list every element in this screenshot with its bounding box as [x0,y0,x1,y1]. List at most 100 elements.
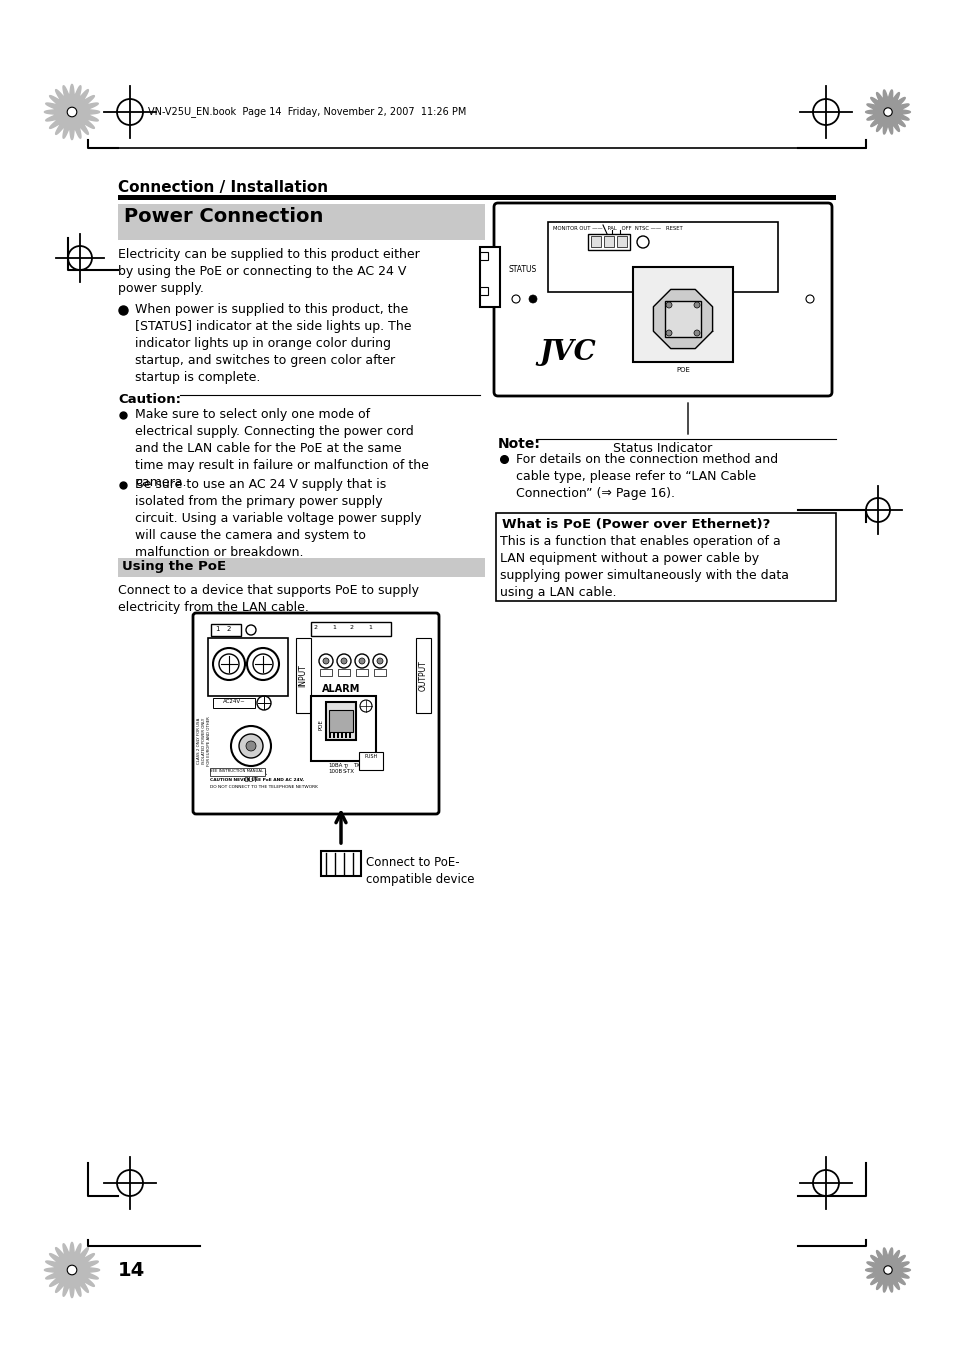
Text: STATUS: STATUS [508,265,537,274]
Bar [358,752,382,769]
Circle shape [805,296,813,302]
Bar [118,194,835,200]
Polygon shape [45,85,99,139]
Text: Power Connection: Power Connection [124,207,323,225]
Circle shape [693,302,700,308]
Text: 10BA: 10BA [328,763,342,768]
Text: Electricity can be supplied to this product either
by using the PoE or connectin: Electricity can be supplied to this prod… [118,248,419,296]
Polygon shape [864,1247,909,1292]
Bar [337,670,350,676]
Text: Connect to PoE-
compatible device: Connect to PoE- compatible device [366,856,474,886]
Text: INPUT: INPUT [298,664,307,687]
Text: What is PoE (Power over Ethernet)?: What is PoE (Power over Ethernet)? [501,518,770,531]
Bar [329,710,353,732]
Text: This is a function that enables operation of a
LAN equipment without a power cab: This is a function that enables operatio… [499,535,788,599]
Text: T/: T/ [343,763,348,768]
Bar [617,236,626,247]
Text: Status Indicator: Status Indicator [613,441,712,455]
Circle shape [355,653,369,668]
Text: 1: 1 [368,625,372,630]
Bar [295,639,311,713]
Text: POE: POE [318,720,323,730]
Bar [587,234,629,250]
Circle shape [246,741,255,751]
Bar [329,732,331,738]
Text: Connection / Installation: Connection / Installation [118,180,328,194]
Circle shape [665,329,671,336]
Text: Be sure to use an AC 24 V supply that is
isolated from the primary power supply
: Be sure to use an AC 24 V supply that is… [135,478,421,559]
Text: DO NOT CONNECT TO THE TELEPHONE NETWORK: DO NOT CONNECT TO THE TELEPHONE NETWORK [210,784,317,788]
Circle shape [253,653,273,674]
Circle shape [67,1265,77,1274]
Text: MONITOR
OUT: MONITOR OUT [234,769,267,783]
Text: SEE INSTRUCTION MANUAL: SEE INSTRUCTION MANUAL [211,769,263,774]
Circle shape [512,296,519,302]
Bar [349,732,351,738]
Bar [416,639,431,713]
Polygon shape [864,90,909,134]
Text: Caution:: Caution: [118,393,181,406]
Bar [211,624,241,636]
Bar [340,732,343,738]
Text: 100B: 100B [328,769,342,774]
Circle shape [665,302,671,308]
Bar [374,670,386,676]
Circle shape [336,653,351,668]
Bar [311,697,375,761]
Circle shape [882,1266,891,1274]
Text: When power is supplied to this product, the
[STATUS] indicator at the side light: When power is supplied to this product, … [135,302,411,383]
Text: Using the PoE: Using the PoE [122,560,226,572]
Text: OUTPUT: OUTPUT [418,660,427,691]
FancyBboxPatch shape [494,202,831,396]
Circle shape [239,734,263,757]
Circle shape [882,108,891,116]
Bar [633,267,732,362]
Bar [603,236,614,247]
Text: 2: 2 [314,625,317,630]
Text: CLASS 2 ONLY FOR USA
ISOLATED POWER ONLY
FOR EUROPE AND OTHER: CLASS 2 ONLY FOR USA ISOLATED POWER ONLY… [197,716,211,765]
Bar [496,513,835,601]
Text: AC24V~: AC24V~ [222,699,245,703]
Text: Connect to a device that supports PoE to supply
electricity from the LAN cable.: Connect to a device that supports PoE to… [118,585,418,614]
Circle shape [340,657,347,664]
Bar [355,670,368,676]
Bar [208,639,288,697]
Bar [336,732,339,738]
Bar [210,768,265,776]
Bar [664,301,700,338]
Circle shape [376,657,382,664]
Circle shape [529,296,537,302]
Text: Make sure to select only one mode of
electrical supply. Connecting the power cor: Make sure to select only one mode of ele… [135,408,429,489]
Text: S-TX: S-TX [343,769,355,774]
Circle shape [693,329,700,336]
Circle shape [318,653,333,668]
Text: CAUTION NEVER USE PoE AND AC 24V,: CAUTION NEVER USE PoE AND AC 24V, [210,778,304,782]
Bar [326,702,355,740]
Polygon shape [45,1242,99,1297]
Circle shape [373,653,387,668]
Circle shape [323,657,329,664]
Circle shape [231,726,271,765]
Bar [118,558,484,576]
Text: 2: 2 [350,625,354,630]
Text: For details on the connection method and
cable type, please refer to “LAN Cable
: For details on the connection method and… [516,454,778,500]
Text: ALARM: ALARM [321,684,360,694]
Circle shape [219,653,239,674]
Text: TX: TX [353,763,359,768]
Text: PUSH: PUSH [364,755,377,759]
Bar [479,252,488,261]
Text: POE: POE [676,367,689,373]
Bar [320,850,360,876]
Bar [333,732,335,738]
Text: 1: 1 [214,626,219,632]
Bar [547,221,778,292]
Bar [319,670,332,676]
Bar [118,204,484,240]
Text: 14: 14 [118,1261,145,1280]
Text: MONITOR OUT ——   PAL   OFF  NTSC ——   RESET: MONITOR OUT —— PAL OFF NTSC —— RESET [553,225,682,231]
Bar [345,732,347,738]
Text: JVC: JVC [539,339,596,366]
Bar [479,288,488,296]
Text: 2: 2 [227,626,231,632]
Circle shape [358,657,365,664]
